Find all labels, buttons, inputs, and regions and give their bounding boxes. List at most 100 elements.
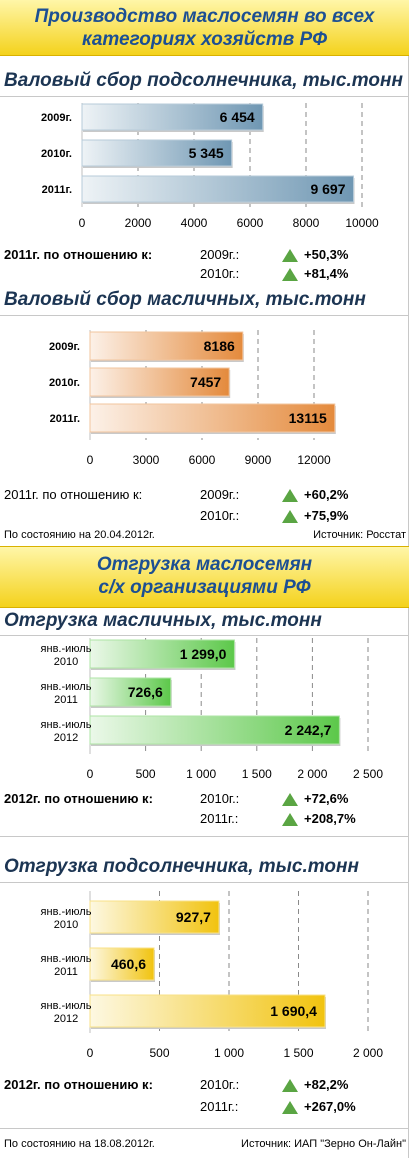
section-title-sunflower-shipment: Отгрузка подсолнечника, тыс.тонн bbox=[4, 856, 359, 877]
footer-rosstat: По состоянию на 20.04.2012г. Источник: Р… bbox=[4, 529, 406, 543]
comparison-year: 2011г.: bbox=[200, 811, 239, 826]
banner-production: Производство маслосемян во всех категори… bbox=[0, 0, 409, 56]
bar-value-label: 1 299,0 bbox=[180, 646, 227, 662]
comparison-percent: +81,4% bbox=[304, 266, 349, 281]
comparison-percent: +267,0% bbox=[304, 1099, 356, 1114]
section-title-sunflower-harvest: Валовый сбор подсолнечника, тыс.тонн bbox=[4, 70, 403, 91]
bar bbox=[81, 175, 355, 203]
bar bbox=[89, 900, 220, 934]
up-triangle-icon bbox=[282, 813, 298, 826]
up-triangle-icon bbox=[282, 1079, 298, 1092]
comparison-percent: +208,7% bbox=[304, 811, 356, 826]
bar bbox=[89, 403, 336, 433]
divider bbox=[0, 96, 409, 97]
category-label: янв.-июль 2011 bbox=[41, 953, 92, 978]
footer-date: По состоянию на 18.08.2012г. bbox=[4, 1138, 155, 1150]
category-label: 2010г. bbox=[49, 377, 80, 389]
comparison-percent: +72,6% bbox=[304, 791, 349, 806]
banner-line-1: Производство маслосемян во всех bbox=[34, 6, 375, 27]
footer-zol: По состоянию на 18.08.2012г. Источник: И… bbox=[4, 1138, 406, 1152]
x-tick-label: 10000 bbox=[345, 216, 379, 230]
chart-oilseed-shipment: 0 500 1 000 1 500 2 000 2 500 1 299,0 янв.-июль… bbox=[0, 636, 409, 784]
x-tick-label: 2000 bbox=[125, 216, 152, 230]
comparison-year: 2010г.: bbox=[200, 1077, 240, 1092]
divider bbox=[0, 1128, 409, 1129]
section-title-oilseed-shipment: Отгрузка масличных, тыс.тонн bbox=[4, 610, 322, 631]
banner-line-2: с/х организациями РФ bbox=[98, 577, 311, 598]
x-tick-label: 2 500 bbox=[353, 767, 383, 781]
x-tick-label: 0 bbox=[87, 1046, 94, 1060]
comparison-label: 2012г. по отношению к: bbox=[4, 791, 153, 806]
bar bbox=[81, 139, 233, 167]
bar bbox=[89, 715, 340, 745]
footer-source: Источник: Росстат bbox=[313, 529, 406, 541]
comparison-block: 2011г. по отношению к: 2009г.: +50,3% 20… bbox=[4, 247, 404, 287]
comparison-row: 2009г.: +60,2% bbox=[200, 487, 400, 505]
divider bbox=[0, 315, 409, 316]
comparison-block: 2012г. по отношению к: 2010г.: +82,2% 20… bbox=[4, 1077, 404, 1117]
bar-value-label: 460,6 bbox=[111, 956, 146, 972]
x-tick-label: 6000 bbox=[189, 453, 216, 467]
up-triangle-icon bbox=[282, 510, 298, 523]
comparison-percent: +60,2% bbox=[304, 487, 349, 502]
comparison-percent: +75,9% bbox=[304, 508, 349, 523]
x-tick-label: 6000 bbox=[237, 216, 264, 230]
comparison-percent: +82,2% bbox=[304, 1077, 349, 1092]
up-triangle-icon bbox=[282, 489, 298, 502]
x-tick-label: 2 000 bbox=[297, 767, 327, 781]
bar-value-label: 927,7 bbox=[176, 909, 211, 925]
bar bbox=[89, 367, 230, 397]
divider bbox=[0, 882, 409, 883]
category-label: 2009г. bbox=[49, 341, 80, 353]
category-label: 2011г. bbox=[50, 413, 80, 425]
banner-line-2: категориях хозяйств РФ bbox=[81, 29, 328, 50]
chart-sunflower-harvest: 0 2000 4000 6000 8000 10000 6 454 2009г. 5 345 20… bbox=[0, 97, 409, 240]
x-tick-label: 9000 bbox=[245, 453, 272, 467]
up-triangle-icon bbox=[282, 268, 298, 281]
comparison-year: 2011г.: bbox=[200, 1099, 239, 1114]
category-label: янв.-июль 2010 bbox=[41, 643, 92, 668]
section-title-oilseed-harvest: Валовый сбор масличных, тыс.тонн bbox=[4, 289, 366, 310]
up-triangle-icon bbox=[282, 1101, 298, 1114]
x-tick-label: 0 bbox=[87, 767, 94, 781]
x-tick-label: 2 000 bbox=[353, 1046, 383, 1060]
x-tick-label: 500 bbox=[149, 1046, 169, 1060]
bar bbox=[81, 103, 264, 131]
x-tick-label: 12000 bbox=[297, 453, 331, 467]
bar bbox=[89, 947, 155, 981]
comparison-year: 2010г.: bbox=[200, 266, 240, 281]
divider bbox=[0, 635, 409, 636]
x-tick-label: 1 000 bbox=[214, 1046, 244, 1060]
x-tick-label: 0 bbox=[79, 216, 86, 230]
divider bbox=[0, 836, 409, 837]
chart-svg: 0 500 1 000 1 500 2 000 927,7 янв.-июль 2010 460… bbox=[41, 891, 383, 1060]
comparison-label: 2011г. по отношению к: bbox=[4, 247, 153, 262]
bar bbox=[89, 677, 172, 707]
x-tick-label: 3000 bbox=[133, 453, 160, 467]
x-tick-label: 500 bbox=[136, 767, 156, 781]
category-label: 2011г. bbox=[42, 184, 72, 196]
category-label: янв.-июль 2010 bbox=[41, 906, 92, 931]
comparison-label: 2012г. по отношению к: bbox=[4, 1077, 153, 1092]
bar-value-label: 1 690,4 bbox=[270, 1003, 317, 1019]
comparison-row: 2011г.: +208,7% bbox=[200, 811, 400, 829]
comparison-label: 2011г. по отношению к: bbox=[4, 487, 143, 502]
comparison-row: 2010г.: +72,6% bbox=[200, 791, 400, 809]
x-tick-label: 1 000 bbox=[186, 767, 216, 781]
chart-oilseed-harvest: 0 3000 6000 9000 12000 8186 2009г. 7457 2010г. 13… bbox=[0, 322, 409, 472]
comparison-year: 2009г.: bbox=[200, 247, 240, 262]
comparison-percent: +50,3% bbox=[304, 247, 349, 262]
bar-value-label: 9 697 bbox=[310, 181, 345, 197]
category-label: 2009г. bbox=[41, 112, 72, 124]
comparison-row: 2009г.: +50,3% bbox=[200, 247, 400, 265]
banner-shipment: Отгрузка маслосемян с/х организациями РФ bbox=[0, 546, 409, 608]
bar-value-label: 5 345 bbox=[189, 145, 224, 161]
up-triangle-icon bbox=[282, 249, 298, 262]
bar-value-label: 6 454 bbox=[220, 109, 255, 125]
bar-value-label: 726,6 bbox=[128, 684, 163, 700]
up-triangle-icon bbox=[282, 793, 298, 806]
x-tick-label: 0 bbox=[87, 453, 94, 467]
x-tick-label: 4000 bbox=[181, 216, 208, 230]
comparison-year: 2010г.: bbox=[200, 791, 240, 806]
category-label: янв.-июль 2012 bbox=[41, 719, 92, 744]
